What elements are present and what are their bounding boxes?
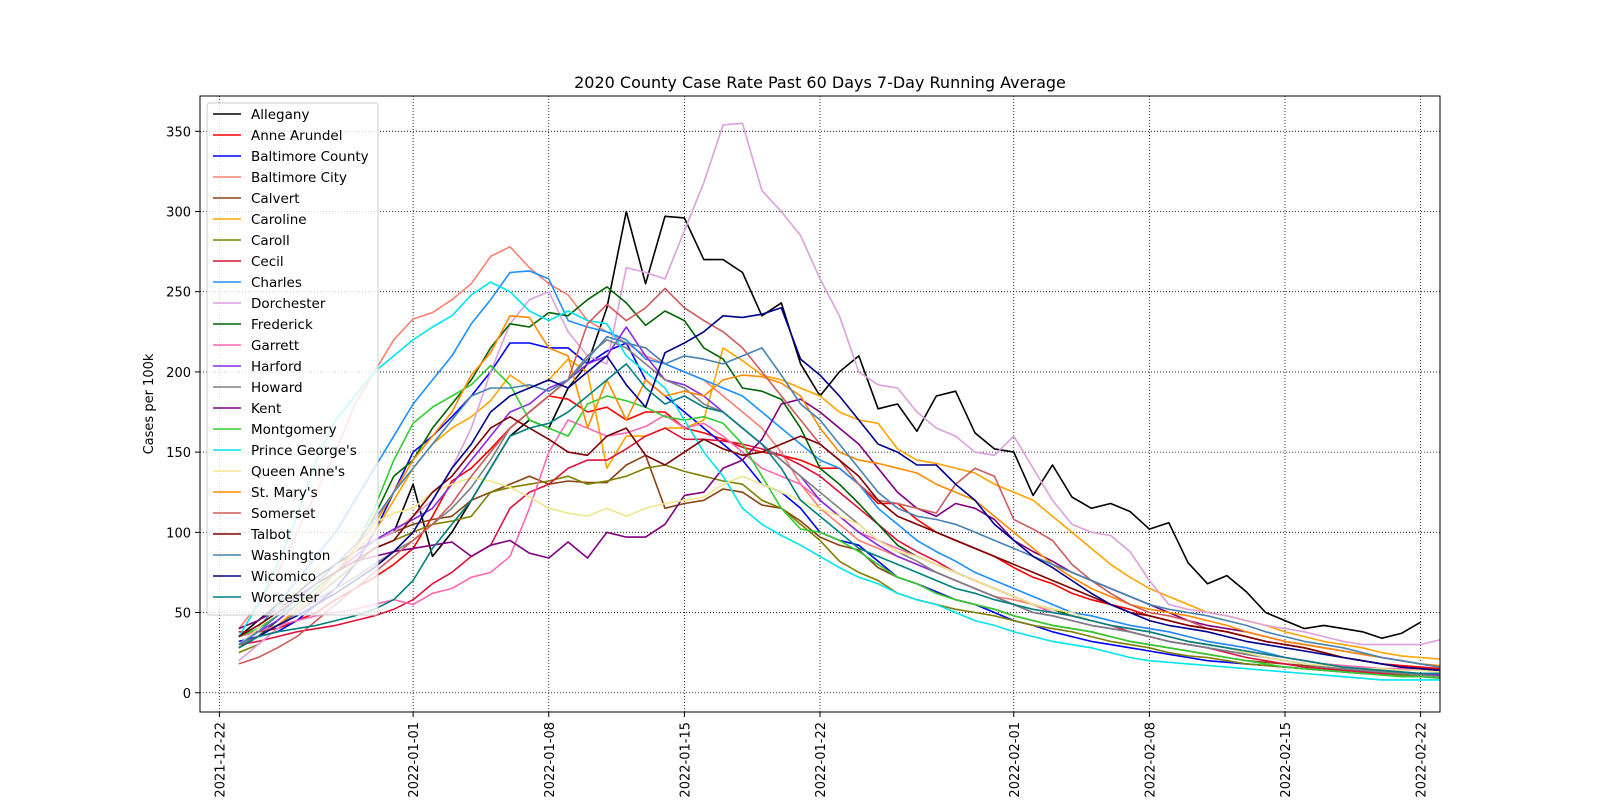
- legend-label: Caroll: [251, 233, 290, 249]
- legend-label: Garrett: [251, 338, 299, 354]
- legend: Allegany Anne Arundel Baltimore County Balt…: [206, 102, 379, 616]
- y-axis-label: Cases per 100k: [142, 353, 157, 454]
- legend-label: Baltimore City: [251, 170, 347, 186]
- x-tick-label: 2022-01-22: [814, 722, 829, 798]
- legend-label: Howard: [251, 380, 303, 396]
- x-tick-label: 2022-02-01: [1008, 722, 1023, 798]
- y-tick-label: 150: [166, 446, 191, 461]
- series-line: [238, 210, 1422, 640]
- x-axis: 2021-12-22 2022-01-01 2022-01-08 2022-01-15…: [213, 712, 1430, 798]
- legend-label: St. Mary's: [251, 485, 318, 501]
- series-line: [238, 270, 1440, 675]
- series-line: [238, 281, 1440, 681]
- legend-label: Prince George's: [251, 443, 357, 459]
- series-line: [238, 464, 1441, 678]
- series-line: [238, 364, 1441, 680]
- x-tick-label: 2022-01-01: [407, 722, 422, 798]
- y-tick-label: 0: [183, 687, 191, 702]
- legend-label: Washington: [251, 548, 330, 564]
- y-tick-label: 300: [166, 206, 191, 221]
- x-tick-label: 2022-01-15: [678, 722, 693, 798]
- legend-label: Montgomery: [251, 422, 337, 438]
- series-line: [238, 398, 1441, 668]
- legend-label: Wicomico: [251, 569, 316, 585]
- legend-box: [206, 102, 379, 616]
- y-tick-label: 50: [174, 607, 191, 622]
- legend-label: Allegany: [251, 107, 309, 123]
- x-tick-label: 2022-01-08: [543, 722, 558, 798]
- legend-label: Queen Anne's: [251, 464, 345, 480]
- legend-label: Cecil: [251, 254, 284, 270]
- series-line: [238, 363, 1440, 675]
- legend-label: Somerset: [251, 506, 315, 522]
- legend-label: Harford: [251, 359, 302, 375]
- legend-label: Dorchester: [251, 296, 326, 312]
- y-tick-label: 250: [166, 286, 191, 301]
- legend-label: Frederick: [251, 317, 313, 333]
- legend-label: Talbot: [250, 527, 291, 543]
- y-tick-label: 200: [166, 366, 191, 381]
- legend-label: Worcester: [251, 590, 319, 606]
- legend-label: Baltimore County: [251, 149, 369, 165]
- series-line: [238, 306, 1441, 672]
- legend-label: Calvert: [251, 191, 300, 207]
- y-axis: 0 50 100 150 200 250 300 350: [166, 125, 200, 702]
- y-tick-label: 350: [166, 125, 191, 140]
- x-tick-label: 2022-02-15: [1279, 722, 1294, 798]
- series-line: [238, 415, 1441, 672]
- legend-label: Charles: [251, 275, 302, 291]
- series-line: [238, 338, 1441, 678]
- x-tick-label: 2022-02-22: [1415, 722, 1430, 798]
- series-line: [238, 335, 1441, 668]
- x-tick-label: 2021-12-22: [213, 722, 228, 798]
- series-lines: [238, 122, 1441, 681]
- x-tick-label: 2022-02-08: [1143, 722, 1158, 798]
- legend-label: Anne Arundel: [251, 128, 342, 144]
- series-line: [238, 427, 1440, 676]
- series-line: [238, 314, 1441, 667]
- y-tick-label: 100: [166, 526, 191, 541]
- legend-label: Kent: [251, 401, 281, 417]
- chart-title: 2020 County Case Rate Past 60 Days 7-Day…: [574, 73, 1066, 92]
- legend-label: Caroline: [251, 212, 307, 228]
